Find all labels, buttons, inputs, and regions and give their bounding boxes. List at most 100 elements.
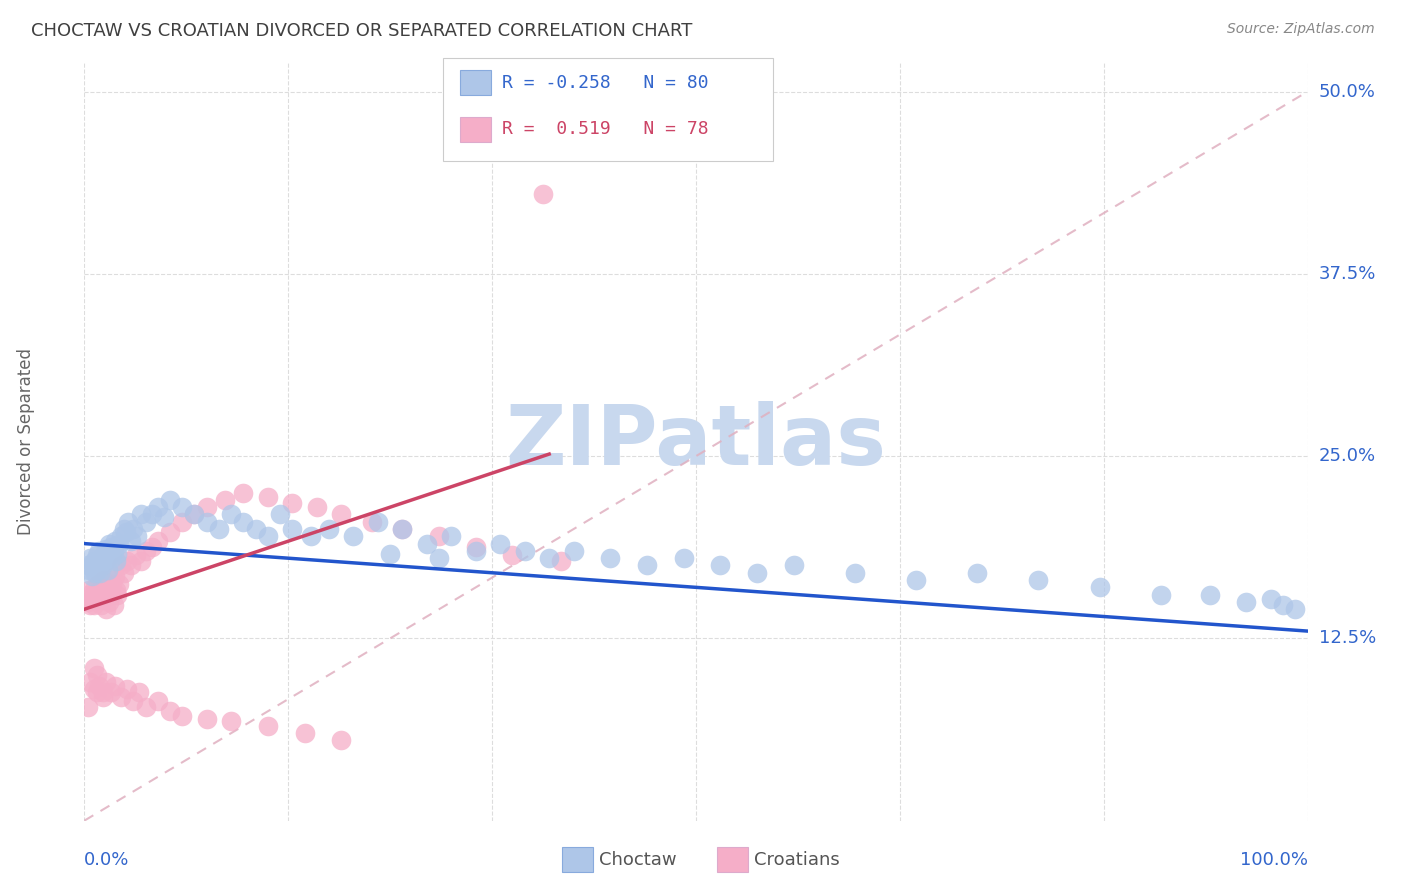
Point <box>100 588 122 602</box>
Point <box>281 496 304 510</box>
Point <box>80 568 103 582</box>
Point <box>562 544 585 558</box>
Point <box>257 490 280 504</box>
Point <box>195 500 218 515</box>
Point <box>257 529 280 543</box>
Point <box>146 694 169 708</box>
Point <box>110 558 132 573</box>
Point <box>305 500 328 515</box>
Point <box>245 522 267 536</box>
Point <box>391 522 413 536</box>
Point <box>83 598 105 612</box>
Point <box>120 558 142 573</box>
Text: 50.0%: 50.0% <box>1319 83 1375 101</box>
Point <box>98 547 121 561</box>
Point <box>129 554 152 568</box>
Point <box>79 598 101 612</box>
Point <box>110 529 132 543</box>
Point <box>966 566 988 580</box>
Point <box>87 563 110 577</box>
Point <box>122 694 145 708</box>
Point <box>342 529 364 543</box>
Point <box>107 577 129 591</box>
Point <box>440 529 463 543</box>
Point <box>159 704 181 718</box>
Point <box>1198 588 1220 602</box>
Text: 0.0%: 0.0% <box>84 851 129 869</box>
Point <box>96 675 118 690</box>
Point <box>77 583 100 598</box>
Point <box>101 551 124 566</box>
Point <box>112 522 135 536</box>
Point <box>294 726 316 740</box>
Point <box>107 536 129 550</box>
Point <box>550 554 572 568</box>
Point <box>115 554 138 568</box>
Point <box>146 533 169 548</box>
Point <box>427 551 450 566</box>
Point <box>83 682 105 697</box>
Point <box>104 533 127 548</box>
Point <box>77 563 100 577</box>
Point <box>183 508 205 522</box>
Point <box>195 712 218 726</box>
Point <box>153 510 176 524</box>
Point <box>1236 595 1258 609</box>
Point <box>135 699 157 714</box>
Point <box>636 558 658 573</box>
Point <box>135 544 157 558</box>
Point <box>89 566 111 580</box>
Point <box>159 492 181 507</box>
Point <box>1150 588 1173 602</box>
Point <box>91 685 114 699</box>
Point <box>91 573 114 587</box>
Point <box>97 583 120 598</box>
Point <box>96 602 118 616</box>
Text: 25.0%: 25.0% <box>1319 447 1376 465</box>
Point <box>146 500 169 515</box>
Point <box>219 714 242 729</box>
Text: Divorced or Separated: Divorced or Separated <box>17 348 35 535</box>
Point <box>747 566 769 580</box>
Point <box>599 551 621 566</box>
Point <box>172 500 194 515</box>
Text: R =  0.519   N = 78: R = 0.519 N = 78 <box>502 120 709 138</box>
Point <box>360 515 382 529</box>
Text: 100.0%: 100.0% <box>1240 851 1308 869</box>
Point <box>489 536 512 550</box>
Point <box>84 580 107 594</box>
Point <box>83 660 105 674</box>
Point <box>103 544 125 558</box>
Point <box>141 508 163 522</box>
Point <box>117 515 139 529</box>
Point <box>83 554 105 568</box>
Point <box>538 551 561 566</box>
Point <box>1284 602 1306 616</box>
Point <box>257 719 280 733</box>
Point <box>219 508 242 522</box>
Point <box>97 536 120 550</box>
Point <box>91 558 114 573</box>
Point <box>269 508 291 522</box>
Point <box>183 508 205 522</box>
Point <box>464 544 486 558</box>
Point <box>76 588 98 602</box>
Text: Croatians: Croatians <box>754 851 839 869</box>
Point <box>125 529 148 543</box>
Text: ZIPatlas: ZIPatlas <box>506 401 886 482</box>
Point <box>80 592 103 607</box>
Point <box>125 548 148 563</box>
Text: Choctaw: Choctaw <box>599 851 676 869</box>
Point <box>513 544 536 558</box>
Point <box>299 529 322 543</box>
Point <box>79 551 101 566</box>
Point <box>77 699 100 714</box>
Point <box>100 540 122 554</box>
Text: Source: ZipAtlas.com: Source: ZipAtlas.com <box>1227 22 1375 37</box>
Point <box>391 522 413 536</box>
Point <box>89 583 111 598</box>
Point <box>110 690 132 704</box>
Point <box>367 515 389 529</box>
Point <box>120 533 142 548</box>
Point <box>86 588 108 602</box>
